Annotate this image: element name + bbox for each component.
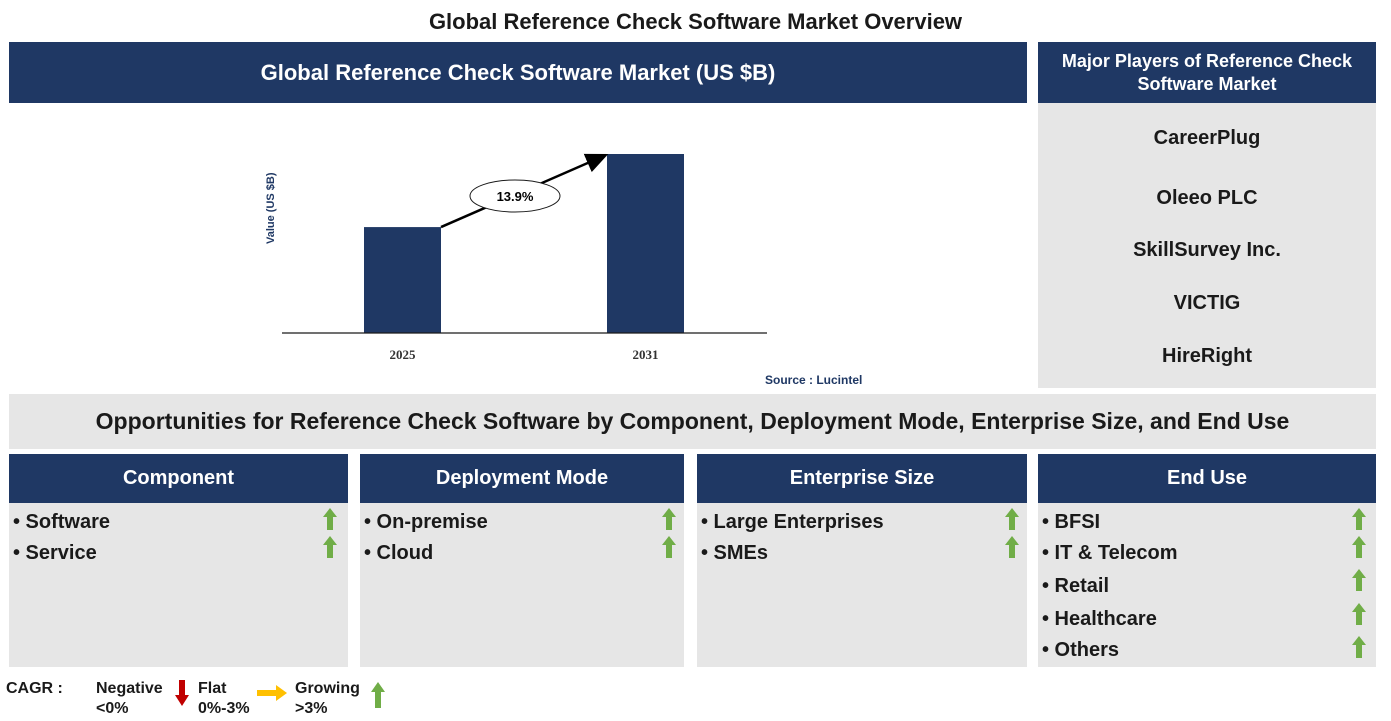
legend-negative: Negative <0% xyxy=(96,679,163,719)
legend-flat-name: Flat xyxy=(198,680,227,697)
segment-body-enterprise-size: • Large Enterprises • SMEs xyxy=(697,503,1027,667)
legend-negative-name: Negative xyxy=(96,680,163,697)
x-tick-label: 2025 xyxy=(390,347,417,362)
up-arrow-icon xyxy=(662,508,676,530)
up-arrow-icon xyxy=(1352,636,1366,658)
legend-flat-range: 0%-3% xyxy=(198,700,250,717)
players-list: CareerPlug Oleeo PLC SkillSurvey Inc. VI… xyxy=(1038,103,1376,388)
segment-body-deployment: • On-premise • Cloud xyxy=(360,503,684,667)
bar-2025 xyxy=(364,227,441,333)
legend-negative-range: <0% xyxy=(96,700,129,717)
segment-header-deployment: Deployment Mode xyxy=(360,454,684,503)
up-arrow-icon xyxy=(1005,536,1019,558)
bar-2031 xyxy=(607,154,684,333)
segment-item: • Retail xyxy=(1042,575,1110,597)
player-item: VICTIG xyxy=(1173,292,1241,314)
segment-item: • BFSI xyxy=(1042,511,1101,533)
segment-item: • Cloud xyxy=(364,542,434,564)
cagr-label: 13.9% xyxy=(497,189,534,204)
source-note: Source : Lucintel xyxy=(765,373,863,387)
segment-header-enterprise-size: Enterprise Size xyxy=(697,454,1027,503)
segment-item: • Healthcare xyxy=(1042,608,1157,630)
segment-item: • Large Enterprises xyxy=(701,511,884,533)
segment-item: • SMEs xyxy=(701,542,769,564)
y-axis-label: Value (US $B) xyxy=(265,172,277,244)
segment-header-end-use: End Use xyxy=(1038,454,1376,503)
bar-chart: Value (US $B) 2025 2031 13.9% xyxy=(265,153,767,362)
player-item: HireRight xyxy=(1162,345,1252,367)
player-item: CareerPlug xyxy=(1153,127,1261,149)
legend-label: CAGR : xyxy=(6,680,63,697)
segment-item: • Service xyxy=(13,542,97,564)
segment-item: • Software xyxy=(13,511,111,533)
legend-growing-range: >3% xyxy=(295,700,328,717)
page-title: Global Reference Check Software Market O… xyxy=(428,9,963,34)
players-header: Major Players of Reference Check Softwar… xyxy=(1038,42,1376,103)
segment-body-end-use: • BFSI • IT & Telecom • Retail • Healthc… xyxy=(1038,503,1376,667)
down-arrow-icon xyxy=(175,680,189,706)
cagr-ellipse xyxy=(469,179,561,213)
segment-item: • IT & Telecom xyxy=(1042,542,1178,564)
segment-item: • Others xyxy=(1042,639,1120,661)
up-arrow-icon xyxy=(662,536,676,558)
up-arrow-icon xyxy=(1352,508,1366,530)
x-tick-label: 2031 xyxy=(633,347,659,362)
up-arrow-icon xyxy=(1352,569,1366,591)
segment-item: • On-premise xyxy=(364,511,488,533)
chart-panel-header: Global Reference Check Software Market (… xyxy=(9,42,1027,103)
up-arrow-icon xyxy=(323,508,337,530)
up-arrow-icon xyxy=(1352,603,1366,625)
up-arrow-icon xyxy=(1352,536,1366,558)
player-item: SkillSurvey Inc. xyxy=(1133,239,1281,261)
player-item: Oleeo PLC xyxy=(1156,187,1258,209)
right-arrow-icon xyxy=(257,685,287,701)
opportunities-title: Opportunities for Reference Check Softwa… xyxy=(9,394,1376,449)
segment-body-component: • Software • Service xyxy=(9,503,348,667)
up-arrow-icon xyxy=(371,682,385,708)
segment-header-component: Component xyxy=(9,454,348,503)
legend-flat: Flat 0%-3% xyxy=(198,679,250,719)
legend-growing-name: Growing xyxy=(295,680,360,697)
up-arrow-icon xyxy=(1005,508,1019,530)
up-arrow-icon xyxy=(323,536,337,558)
legend-growing: Growing >3% xyxy=(295,679,360,719)
